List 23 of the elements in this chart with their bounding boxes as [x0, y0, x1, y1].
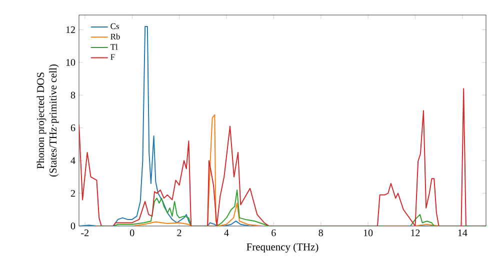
y-tick-label: 6: [70, 124, 76, 132]
x-tick-label: 4: [224, 230, 229, 236]
x-tick-label: 10: [364, 230, 373, 236]
y-tick-label: 10: [66, 59, 76, 66]
x-tick-label: 2: [177, 230, 182, 236]
y-tick-label: 4: [70, 157, 76, 164]
line-series: [79, 88, 486, 226]
x-tick-label: 8: [318, 230, 323, 236]
x-tick-label: 0: [130, 230, 134, 236]
legend-label: Rb: [110, 33, 120, 40]
x-axis-title: Frequency (THz): [246, 243, 318, 253]
y-axis-title: Phonon projected DOS (States/THz·primitive cell): [36, 64, 59, 177]
x-tick-label: -2: [81, 230, 89, 236]
legend-label: F: [110, 54, 115, 60]
legend-label: Cs: [110, 23, 119, 30]
y-tick-label: 2: [70, 190, 75, 197]
x-tick-label: 12: [411, 230, 420, 236]
x-tick-label: 6: [272, 230, 276, 236]
y-tick-label: 12: [66, 26, 75, 34]
y-tick-label: 0: [70, 222, 76, 230]
legend-label: Tl: [110, 44, 118, 50]
y-tick-label: 8: [70, 92, 76, 99]
x-tick-label: 14: [458, 230, 468, 236]
